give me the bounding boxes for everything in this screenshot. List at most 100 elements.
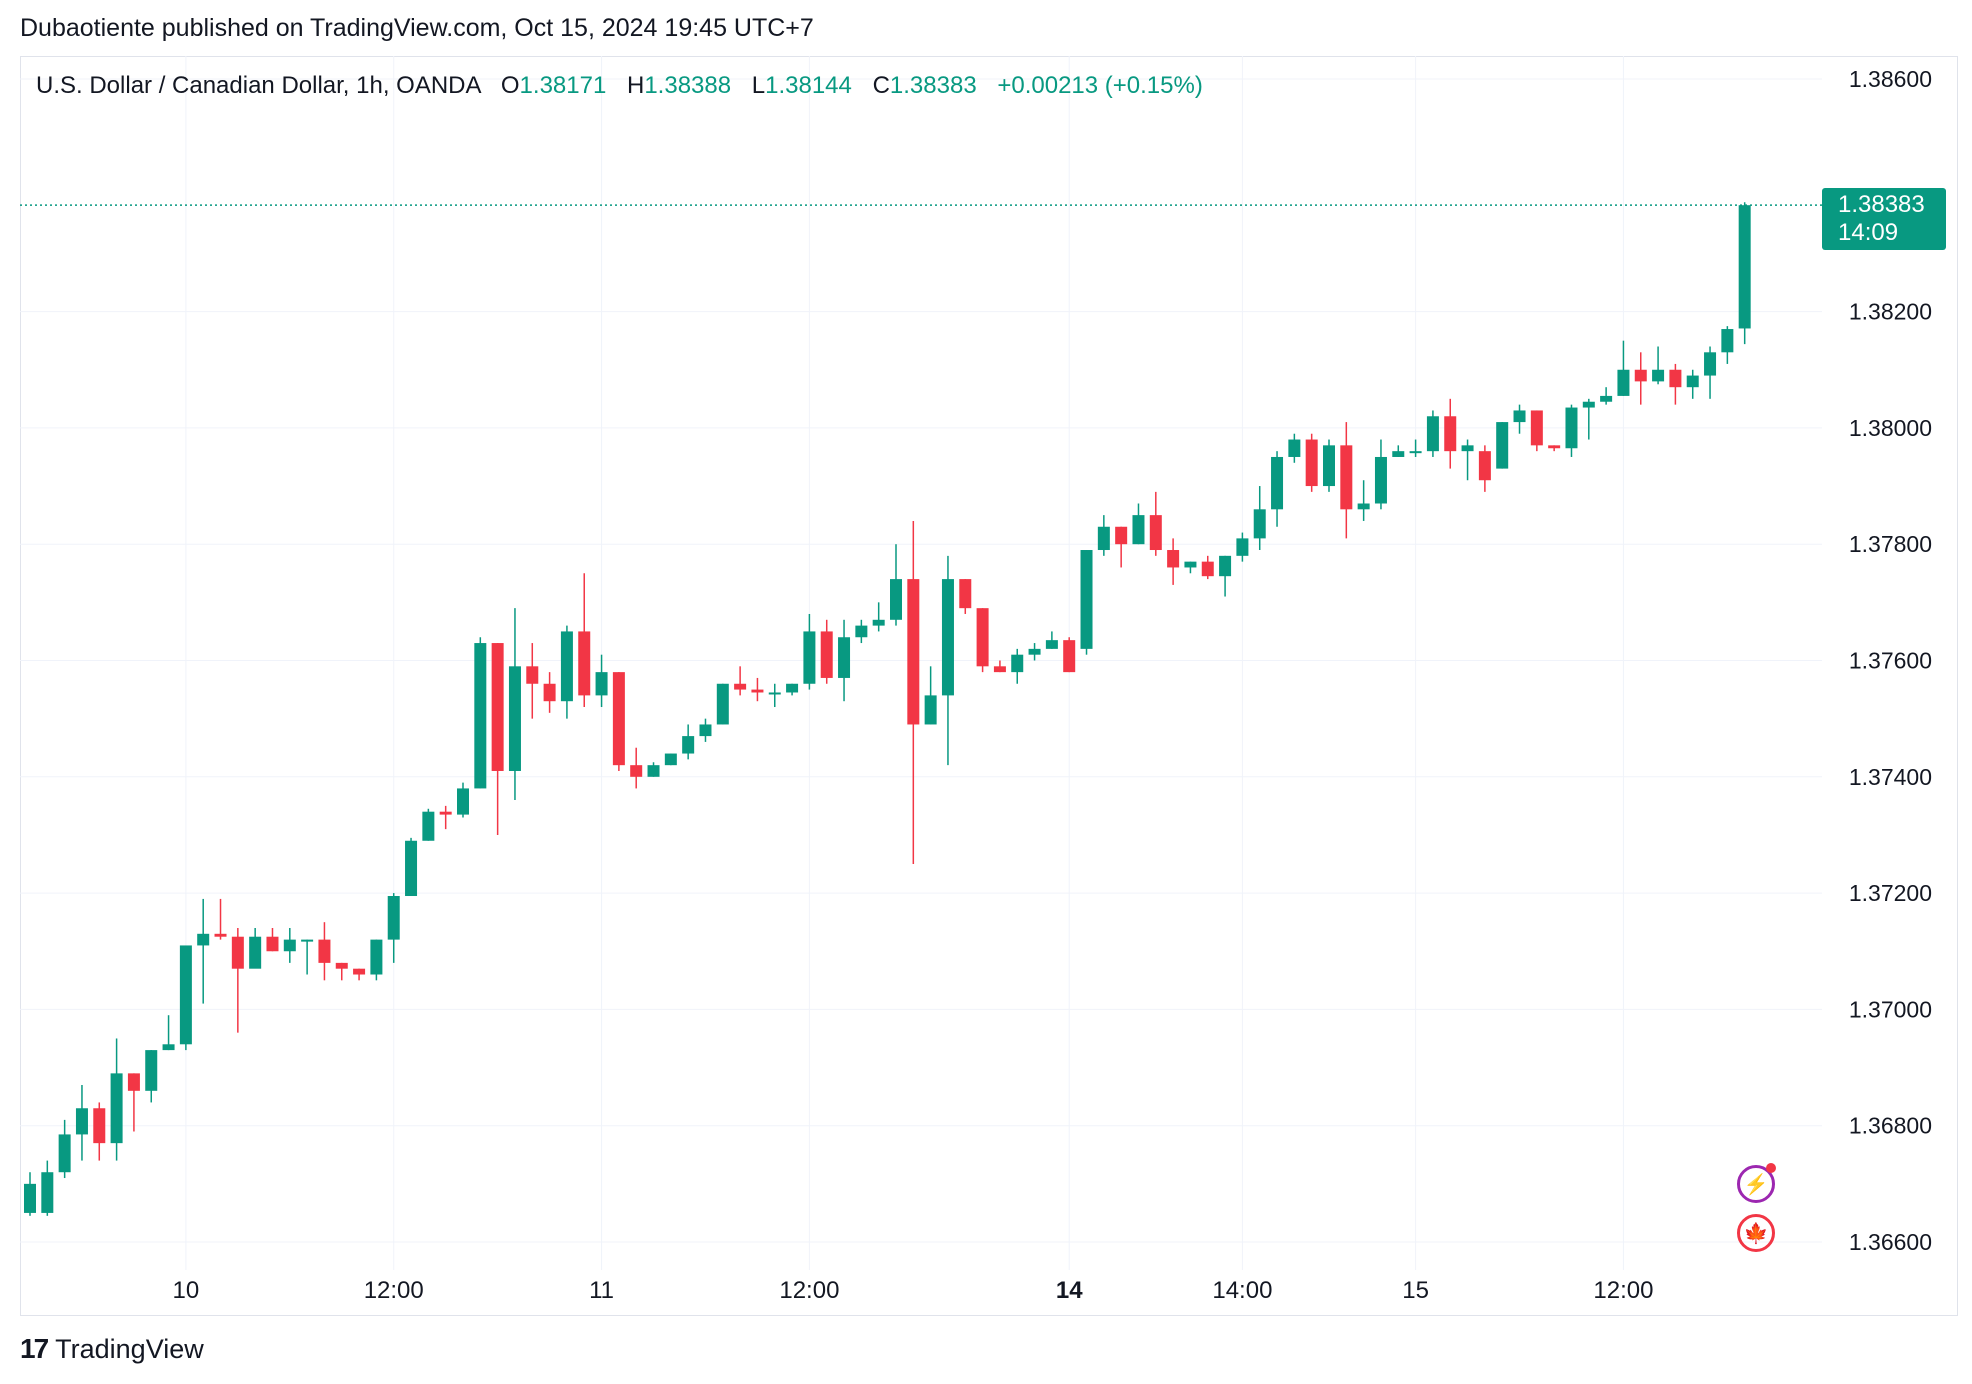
candle [75,1084,88,1161]
candle [647,762,660,777]
bar-countdown: 14:09 [1838,219,1899,246]
y-tick-label: 1.36800 [1849,1113,1932,1139]
tradingview-logo-icon[interactable]: 17 [20,1333,49,1364]
grid-lines [20,56,1822,1270]
candle [491,643,504,835]
candle [231,927,244,1033]
candle [560,625,573,719]
candle [890,544,902,626]
chart-frame [20,56,1958,1316]
candle [872,602,885,632]
candle [595,654,608,708]
low-value: 1.38144 [765,72,852,99]
candle-body [1219,555,1232,577]
candle-body [1600,395,1613,402]
candle-body [1063,640,1076,673]
candle-body [1201,561,1214,577]
candle [1063,637,1076,673]
candle [1617,340,1630,396]
candle [1323,439,1335,492]
candle-body [1357,503,1370,510]
x-tick-label: 15 [1402,1277,1429,1304]
candle-body [647,765,660,777]
candle [1686,369,1699,399]
y-tick-label: 1.37200 [1849,880,1932,906]
x-tick-label: 11 [589,1277,614,1304]
candle-body [162,1044,175,1051]
canada-flag-icon[interactable]: 🍁 [1737,1214,1775,1252]
bolt-icon[interactable]: ⚡ [1737,1163,1776,1203]
candle [941,555,954,766]
candle-body [231,936,244,969]
change-value: +0.00213 (+0.15%) [997,72,1203,99]
candle-body [1530,410,1543,446]
y-tick-label: 1.36600 [1849,1229,1932,1255]
candle-body [1444,416,1457,452]
candle-body [959,579,972,609]
candle-body [526,666,539,684]
candle-body [1080,550,1093,649]
candle-body [508,666,521,771]
x-tick-label: 14:00 [1212,1277,1272,1304]
price-axis: 1.38600 1.38200 1.38000 1.37800 1.37600 1.374… [1849,66,1932,1255]
candle [474,637,487,789]
candle [1132,503,1145,545]
x-tick-label: 12:00 [1593,1277,1653,1304]
candle-body [907,579,920,725]
candle [855,619,868,644]
candle-body [214,933,227,937]
time-axis: 10 12:00 11 12:00 14 14:00 15 12:00 [173,1277,1654,1304]
candle-body [1461,445,1474,452]
last-price-value: 1.38383 [1838,191,1925,218]
candle [370,939,383,981]
candle-body [1132,515,1145,545]
brand-name[interactable]: TradingView [55,1333,204,1364]
candle-body [1271,456,1284,510]
candle-body [1340,445,1353,510]
candle-body [24,1183,36,1213]
candle [630,747,643,789]
x-tick-label: 12:00 [364,1277,424,1304]
candle [353,968,366,981]
candle [387,893,400,963]
candle [1080,550,1093,655]
symbol-name: U.S. Dollar / Canadian Dollar, 1h, OANDA [36,72,481,99]
candle [439,805,452,830]
candle [197,898,210,1004]
candle-body [1426,416,1439,452]
candle-body [543,683,556,702]
candle [1738,202,1751,345]
candle [526,643,539,719]
candle [1634,352,1647,405]
candle-body [457,788,469,815]
candle [1340,422,1353,539]
candle [405,837,418,897]
candle [179,945,192,1051]
candle-body [1496,422,1509,469]
candle-body [1011,654,1024,673]
candle [110,1038,123,1161]
candles [24,202,1751,1216]
y-tick-label: 1.37800 [1849,531,1932,557]
candle-body [993,666,1006,673]
candle [907,520,920,865]
candle-body [820,631,833,678]
candle-body [1565,407,1578,449]
candle [1149,491,1162,556]
footer: 17 TradingView [20,1333,204,1365]
candle [1496,422,1509,469]
candle [1271,451,1284,527]
candle-body [1686,375,1699,388]
candle-body [1374,456,1387,504]
candle-body [924,695,937,725]
candle-body [491,643,504,771]
candle-body [1028,648,1041,655]
candle [682,724,695,760]
x-tick-label: 10 [173,1277,200,1304]
candle-body [439,811,452,815]
candle-body [768,692,781,695]
candle-body [197,933,210,946]
candle [786,683,799,696]
candle-body [838,637,851,678]
